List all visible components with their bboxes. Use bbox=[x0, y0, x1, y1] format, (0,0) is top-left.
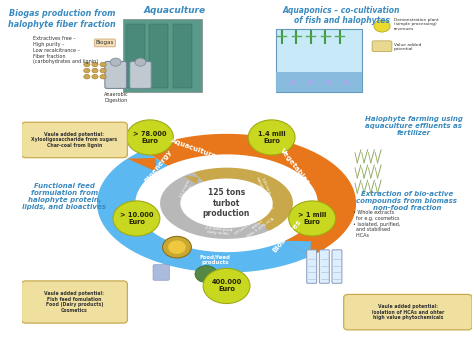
Text: Bioenergy: Bioenergy bbox=[143, 149, 173, 184]
Text: Vegetables: Vegetables bbox=[279, 147, 311, 186]
FancyBboxPatch shape bbox=[276, 72, 362, 92]
Circle shape bbox=[100, 62, 106, 67]
Circle shape bbox=[84, 68, 90, 73]
Text: Food/feed
products: Food/feed products bbox=[200, 254, 231, 265]
Circle shape bbox=[203, 268, 250, 303]
FancyBboxPatch shape bbox=[307, 250, 317, 283]
Circle shape bbox=[110, 58, 121, 66]
Polygon shape bbox=[160, 173, 273, 239]
FancyBboxPatch shape bbox=[173, 24, 192, 88]
Circle shape bbox=[92, 74, 98, 79]
Circle shape bbox=[113, 201, 160, 236]
FancyBboxPatch shape bbox=[276, 29, 362, 92]
Text: 125 tons
turbot
production: 125 tons turbot production bbox=[203, 188, 250, 218]
Text: > 1 mill
Euro: > 1 mill Euro bbox=[298, 212, 326, 225]
Text: Biogas: Biogas bbox=[96, 40, 114, 45]
FancyBboxPatch shape bbox=[149, 24, 168, 88]
FancyBboxPatch shape bbox=[319, 250, 329, 283]
Text: > 78.000
Euro: > 78.000 Euro bbox=[133, 131, 167, 144]
Polygon shape bbox=[193, 168, 293, 231]
Circle shape bbox=[84, 62, 90, 67]
FancyBboxPatch shape bbox=[130, 61, 151, 88]
Polygon shape bbox=[97, 150, 326, 273]
Circle shape bbox=[374, 20, 390, 32]
Text: Demonstration plant
(simple processing)
revenues: Demonstration plant (simple processing) … bbox=[394, 18, 438, 31]
Text: Value added
potential: Value added potential bbox=[394, 43, 421, 51]
Text: Aquaponics – co-cultivation
of fish and halophytes: Aquaponics – co-cultivation of fish and … bbox=[283, 6, 400, 25]
Text: Extraction of bio-active
compounds from biomass
non-food fraction: Extraction of bio-active compounds from … bbox=[356, 192, 457, 212]
Text: Biogas production from
halophyte fiber fraction: Biogas production from halophyte fiber f… bbox=[8, 9, 116, 28]
FancyBboxPatch shape bbox=[344, 294, 472, 330]
Text: 400.000
Euro: 400.000 Euro bbox=[211, 279, 242, 293]
Text: 59 tons whole botanical
extract
With 3-10% HCA: 59 tons whole botanical extract With 3-1… bbox=[235, 205, 281, 243]
Circle shape bbox=[289, 201, 336, 236]
Circle shape bbox=[135, 58, 146, 66]
Circle shape bbox=[84, 74, 90, 79]
Text: Extractives free –
High purity –
Low recalcitrance –
Fiber fraction
(carbohydrat: Extractives free – High purity – Low rec… bbox=[33, 36, 98, 64]
Circle shape bbox=[169, 241, 185, 253]
Text: Vaule added potential:
Xylooligosaccharide from sugars
Char-coal from lignin: Vaule added potential: Xylooligosacchari… bbox=[31, 132, 118, 148]
Text: Bioactives: Bioactives bbox=[272, 218, 303, 253]
Circle shape bbox=[100, 74, 106, 79]
Polygon shape bbox=[285, 241, 311, 256]
FancyBboxPatch shape bbox=[332, 250, 342, 283]
Polygon shape bbox=[253, 223, 266, 233]
Text: 100 tons
halophytes: 100 tons halophytes bbox=[255, 175, 272, 199]
FancyBboxPatch shape bbox=[21, 281, 128, 323]
Text: 12.2 tons
Biogas: 12.2 tons Biogas bbox=[179, 179, 195, 200]
Polygon shape bbox=[184, 176, 199, 184]
Text: 2.5 tons prod
fatty acids: 2.5 tons prod fatty acids bbox=[204, 225, 232, 237]
FancyBboxPatch shape bbox=[21, 122, 128, 158]
Text: Anaerobic
Digestion: Anaerobic Digestion bbox=[104, 92, 128, 103]
Circle shape bbox=[195, 266, 218, 283]
Circle shape bbox=[163, 236, 191, 258]
FancyBboxPatch shape bbox=[123, 19, 202, 92]
FancyBboxPatch shape bbox=[372, 41, 392, 52]
FancyBboxPatch shape bbox=[105, 61, 127, 88]
Ellipse shape bbox=[185, 181, 268, 225]
Text: Halophyte farming using
aquaculture effluents as
fertilizer: Halophyte farming using aquaculture effl… bbox=[365, 116, 463, 136]
Circle shape bbox=[92, 68, 98, 73]
FancyBboxPatch shape bbox=[126, 24, 145, 88]
Text: Vaule added potential:
Isolation of HCAs and ohter
high value phytochemicals: Vaule added potential: Isolation of HCAs… bbox=[372, 304, 444, 320]
FancyBboxPatch shape bbox=[153, 265, 169, 280]
Circle shape bbox=[100, 68, 106, 73]
Text: • Whole extracts
  for e.g. cosmetics
• Isolated, purified,
  and stabilised
  H: • Whole extracts for e.g. cosmetics • Is… bbox=[353, 210, 400, 238]
Circle shape bbox=[248, 120, 295, 155]
Text: Vaule added potential:
Fish feed fomulation
Food (Dairy products)
Cosmetics: Vaule added potential: Fish feed fomulat… bbox=[45, 291, 104, 313]
Text: 1.4 mill
Euro: 1.4 mill Euro bbox=[258, 131, 285, 144]
Text: Functional feed
formulation from
halophyte protein,
lipids, and bioactives: Functional feed formulation from halophy… bbox=[22, 183, 106, 210]
Text: Aquaculture: Aquaculture bbox=[144, 6, 206, 15]
Circle shape bbox=[127, 120, 173, 155]
Circle shape bbox=[92, 62, 98, 67]
Polygon shape bbox=[128, 158, 156, 172]
Text: Aquaculture: Aquaculture bbox=[170, 138, 217, 160]
Polygon shape bbox=[143, 134, 356, 256]
Text: > 10.000
Euro: > 10.000 Euro bbox=[119, 212, 153, 225]
